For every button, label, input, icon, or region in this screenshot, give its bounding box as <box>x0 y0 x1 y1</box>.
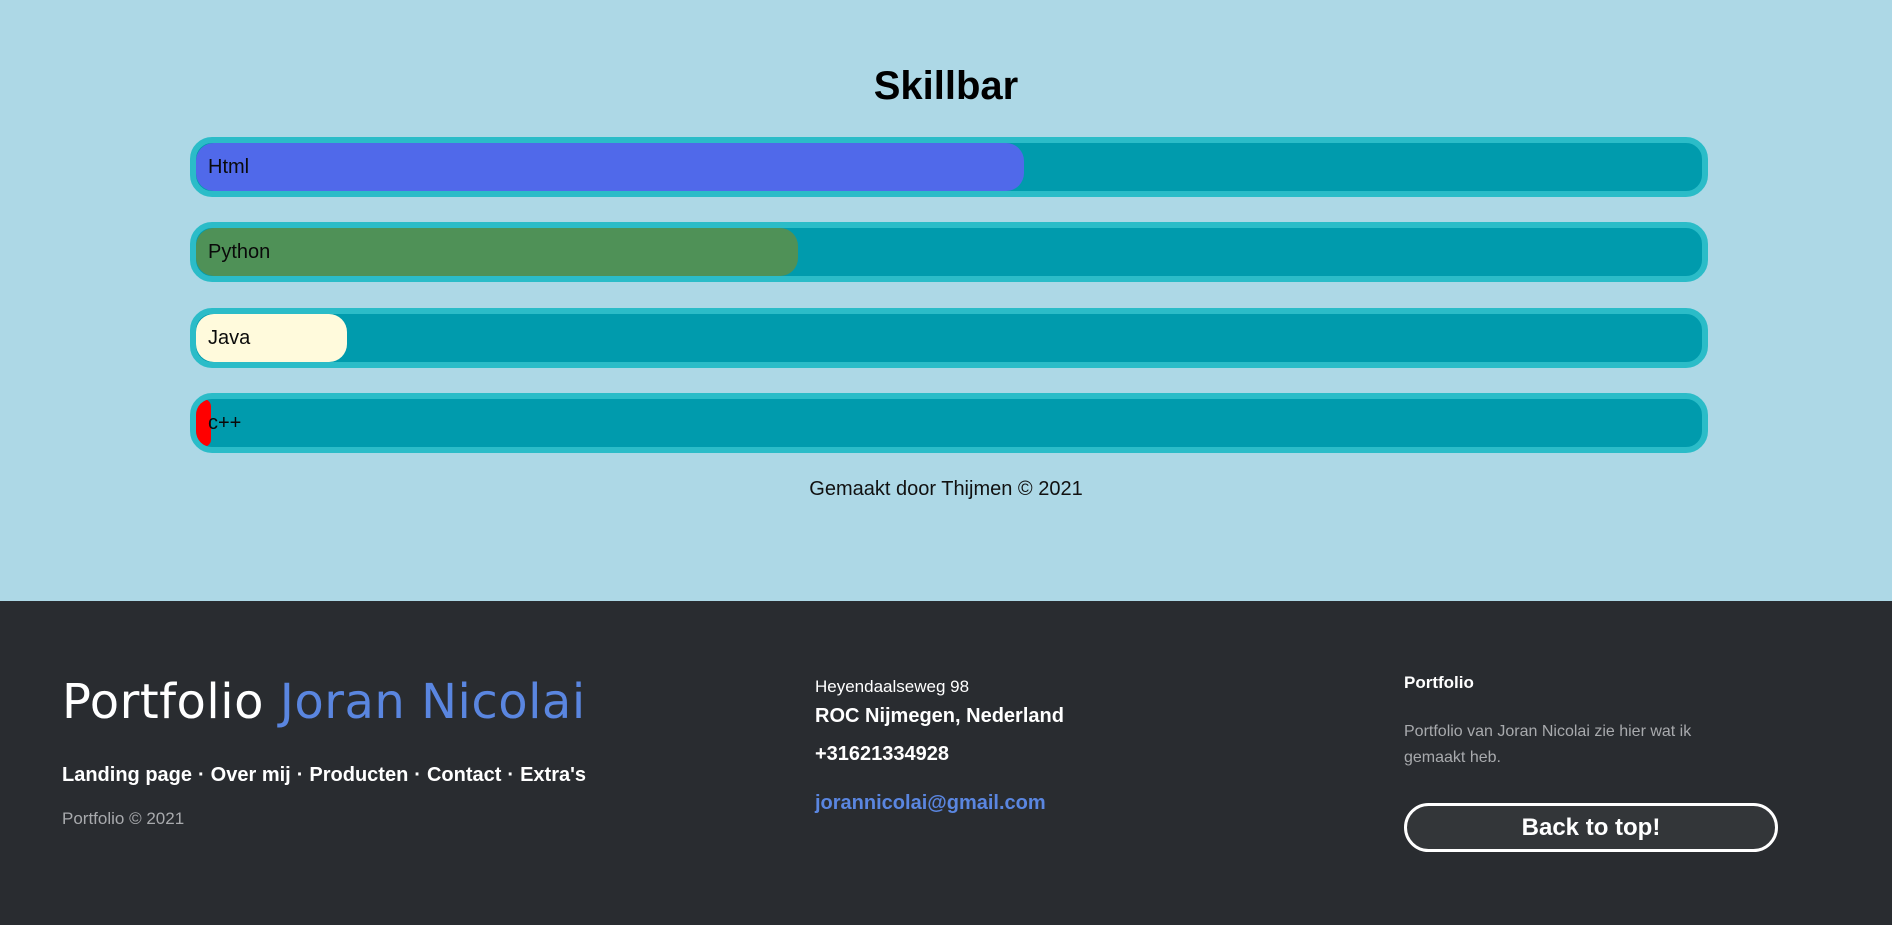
email-link[interactable]: jorannicolai@gmail.com <box>815 792 1046 814</box>
skillbar-label: Python <box>208 240 271 263</box>
nav-link-extras[interactable]: Extra's <box>520 764 587 786</box>
skillbar-fill <box>196 143 1025 191</box>
nav-link-contact[interactable]: Contact <box>426 764 502 786</box>
nav-separator: · <box>296 764 304 786</box>
about-heading: Portfolio <box>1404 673 1474 692</box>
back-to-top-button[interactable]: Back to top! <box>1404 803 1778 852</box>
brand-prefix: Portfolio <box>62 674 264 730</box>
skillbar-label: c++ <box>208 411 242 434</box>
phone-number: +31621334928 <box>815 743 950 765</box>
skillbar-fill <box>196 314 347 362</box>
nav-separator: · <box>414 764 421 786</box>
brand-name: Joran Nicolai <box>279 674 586 730</box>
skillbar-label: Html <box>208 155 250 178</box>
skillbar-html: Html <box>190 137 1708 197</box>
footer-copyright: Portfolio © 2021 <box>62 809 185 828</box>
skillbar-python: Python <box>190 222 1708 282</box>
skillbar-label: Java <box>208 326 251 349</box>
footer-brand: Portfolio Joran Nicolai <box>62 674 586 730</box>
nav-separator: · <box>198 764 205 786</box>
address-city: ROC Nijmegen, Nederland <box>815 705 1064 727</box>
skillbar-cpp: c++ <box>190 393 1708 453</box>
page-title: Skillbar <box>873 64 1019 108</box>
skillbar-fill <box>196 399 212 447</box>
skillbar-java: Java <box>190 308 1708 368</box>
credit-text: Gemaakt door Thijmen © 2021 <box>809 478 1083 500</box>
skillbar-section: Skillbar Html Python Java c++ Gemaakt do… <box>190 64 1708 500</box>
nav-link-over-mij[interactable]: Over mij <box>210 764 291 786</box>
skillbar-fill <box>196 228 799 276</box>
nav-separator: · <box>507 764 515 786</box>
footer: Portfolio Joran Nicolai Landing page · Ove… <box>0 601 1892 925</box>
nav-link-landing-page[interactable]: Landing page <box>62 764 192 786</box>
address-street: Heyendaalseweg 98 <box>815 677 970 696</box>
nav-link-producten[interactable]: Producten <box>309 764 409 786</box>
footer-nav: Landing page · Over mij · Producten · Contact ·… <box>62 764 586 787</box>
about-text: Portfolio van Joran Nicolai zie hier wat… <box>1404 723 1692 766</box>
